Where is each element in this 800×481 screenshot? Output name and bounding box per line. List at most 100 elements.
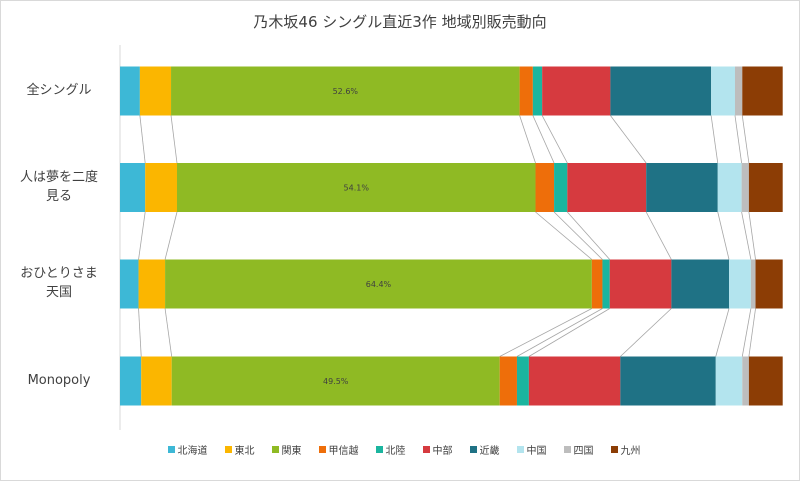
bar-segment-関東: [171, 66, 520, 116]
legend-label: 近畿: [479, 446, 500, 457]
series-line: [741, 308, 752, 357]
series-line: [139, 115, 146, 164]
bar-segment-中部: [567, 163, 647, 212]
legend-label: 北海道: [177, 446, 208, 457]
bar-segment-東北: [139, 66, 172, 116]
category-label-line: Monopoly: [27, 372, 91, 388]
bar-segment-近畿: [610, 66, 712, 116]
series-line: [741, 211, 752, 260]
series-line: [532, 115, 555, 164]
series-line: [620, 308, 672, 357]
legend-item: 中国: [516, 442, 547, 457]
series-line: [741, 115, 750, 164]
bar-segment-九州: [748, 356, 783, 406]
legend-swatch: [422, 446, 430, 453]
series-line: [567, 211, 611, 260]
series-line: [528, 308, 610, 357]
series-line: [519, 115, 536, 164]
legend-swatch: [469, 446, 477, 453]
bar-segment-北海道: [120, 66, 140, 116]
legend-swatch: [224, 446, 232, 453]
legend-label: 四国: [573, 446, 594, 457]
series-line: [553, 211, 603, 260]
bar-segment-東北: [141, 356, 172, 406]
bar-segment-九州: [755, 259, 783, 309]
series-line: [164, 308, 173, 357]
bar-segment-近畿: [646, 163, 718, 212]
bar-segment-四国: [750, 259, 756, 309]
series-line: [535, 211, 593, 260]
legend-item: 九州: [610, 442, 641, 457]
series-line: [717, 211, 730, 260]
legend-swatch: [318, 446, 326, 453]
category-label-line: 人は夢を二度: [19, 169, 98, 185]
bar-segment-関東: [176, 163, 536, 212]
legend-item: 北海道: [167, 442, 208, 457]
legend-item: 近畿: [469, 442, 500, 457]
bar-segment-甲信越: [519, 66, 533, 116]
bar-segment-中部: [528, 356, 621, 406]
bar-segment-四国: [734, 66, 743, 116]
bar-segment-甲信越: [535, 163, 555, 212]
legend-label: 中国: [526, 446, 547, 457]
series-line: [170, 115, 178, 164]
data-label: 54.1%: [344, 184, 370, 193]
category-label: Monopoly: [8, 371, 110, 390]
legend-label: 九州: [620, 446, 641, 457]
data-label: 52.6%: [333, 87, 359, 96]
bar-segment-甲信越: [591, 259, 603, 309]
bar-segment-中部: [609, 259, 672, 309]
series-line: [610, 115, 647, 164]
legend-swatch: [516, 446, 524, 453]
legend-item: 関東: [271, 442, 302, 457]
legend-item: 甲信越: [318, 442, 359, 457]
bar-segment-中国: [717, 163, 742, 212]
category-label-line: 全シングル: [26, 82, 92, 98]
category-label: 全シングル: [8, 81, 110, 100]
bar-segment-北陸: [602, 259, 610, 309]
data-label: 49.5%: [323, 377, 349, 386]
bar-segment-東北: [138, 259, 166, 309]
bar-segment-関東: [165, 259, 592, 309]
series-line: [710, 115, 719, 164]
bar-segment-北海道: [120, 163, 146, 212]
legend-swatch: [375, 446, 383, 453]
bar-segment-近畿: [671, 259, 730, 309]
bar-segment-九州: [748, 163, 783, 212]
legend: 北海道 東北 関東 甲信越 北陸 中部 近畿 中国 四国 九州: [0, 442, 800, 457]
legend-swatch: [563, 446, 571, 453]
chart-title: 乃木坂46 シングル直近3作 地域別販売動向: [253, 13, 547, 31]
bar-segment-九州: [742, 66, 783, 116]
legend-label: 東北: [234, 446, 255, 457]
bar-segment-北陸: [554, 163, 568, 212]
legend-label: 甲信越: [328, 446, 359, 457]
series-line: [516, 308, 603, 357]
bar-segment-中国: [715, 356, 743, 406]
series-line: [138, 308, 142, 357]
bar-segment-四国: [741, 163, 749, 212]
legend-swatch: [271, 446, 279, 453]
legend-item: 四国: [563, 442, 594, 457]
legend-item: 北陸: [375, 442, 406, 457]
series-line: [541, 115, 568, 164]
data-label: 64.4%: [366, 280, 392, 289]
category-label-line: 見る: [45, 188, 72, 204]
bar-segment-中部: [542, 66, 611, 116]
bar-segment-中国: [729, 259, 751, 309]
category-label: 人は夢を二度 見る: [8, 168, 110, 206]
series-line: [715, 308, 730, 357]
category-label-line: おひとりさま: [20, 266, 98, 281]
bar-segment-関東: [171, 356, 500, 406]
category-label: おひとりさま 天国: [8, 264, 110, 302]
legend-item: 中部: [422, 442, 453, 457]
bar-segment-甲信越: [499, 356, 517, 406]
series-line: [734, 115, 743, 164]
series-line: [164, 211, 178, 260]
legend-item: 東北: [224, 442, 255, 457]
series-line: [748, 308, 756, 357]
series-line: [645, 211, 672, 260]
bar-segment-北海道: [120, 259, 139, 309]
bar-segment-北海道: [120, 356, 142, 406]
bar-segment-近畿: [620, 356, 716, 406]
